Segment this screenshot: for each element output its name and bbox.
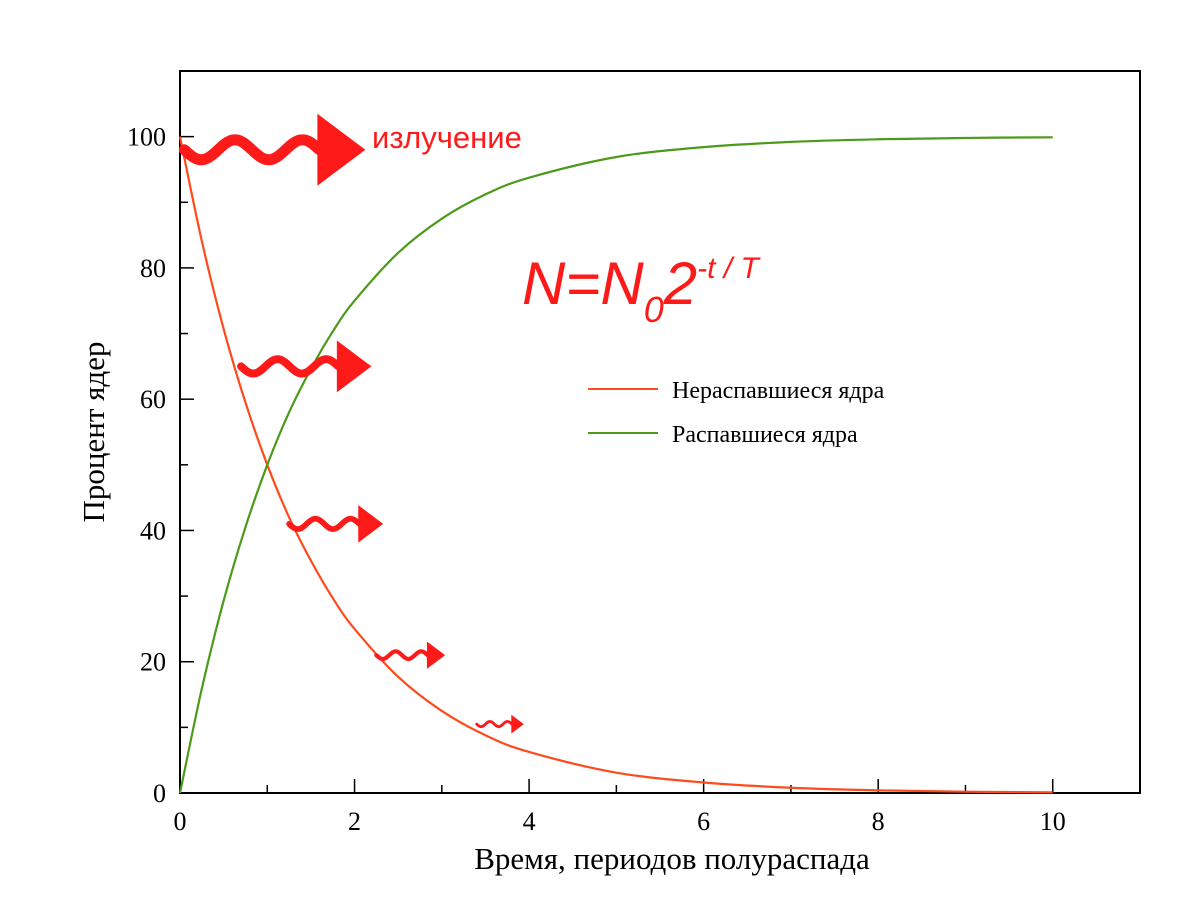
radiation-arrow-head-1 <box>336 340 372 393</box>
radiation-arrow-wave-4 <box>475 720 514 729</box>
formula-exponent: -t / T <box>697 252 761 285</box>
radiation-arrow-4 <box>475 714 524 734</box>
legend-label-decayed: Распавшиеся ядра <box>672 422 858 448</box>
y-tick-label-60: 60 <box>140 385 166 414</box>
x-tick-label-0: 0 <box>174 807 187 836</box>
radiation-arrow-wave-0 <box>178 134 325 166</box>
decay-formula: N=N02-t / T <box>522 250 761 330</box>
radiation-arrow-1 <box>237 340 372 393</box>
radiation-arrow-head-4 <box>511 714 524 734</box>
radiation-label: излучение <box>372 120 522 155</box>
radiation-arrow-0 <box>178 113 366 186</box>
plot-frame <box>179 70 1141 794</box>
radiation-arrow-head-0 <box>317 113 366 186</box>
x-tick-label-4: 4 <box>523 807 536 836</box>
x-tick-label-6: 6 <box>697 807 710 836</box>
y-axis-label: Процент ядер <box>76 342 111 523</box>
formula-two: 2 <box>663 250 697 317</box>
radiation-arrow-wave-1 <box>237 355 343 378</box>
x-tick-label-10: 10 <box>1040 807 1066 836</box>
radiation-arrow-3 <box>374 641 446 669</box>
formula-subscript: 0 <box>644 289 664 330</box>
y-tick-label-0: 0 <box>153 779 166 808</box>
legend-label-undecayed: Нераспавшиеся ядра <box>672 378 885 404</box>
series-layer <box>178 136 1053 794</box>
series-line-1 <box>178 136 1053 794</box>
radiation-arrow-wave-2 <box>286 515 363 532</box>
x-tick-label-8: 8 <box>872 807 885 836</box>
x-tick-label-2: 2 <box>348 807 361 836</box>
x-axis-label: Время, периодов полураспада <box>474 841 870 876</box>
y-tick-label-40: 40 <box>140 516 166 545</box>
axis-ticks <box>180 135 1054 793</box>
legend: Нераспавшиеся ядра Распавшиеся ядра <box>588 378 885 448</box>
plot-area <box>179 70 1141 794</box>
y-tick-label-80: 80 <box>140 254 166 283</box>
y-tick-label-20: 20 <box>140 648 166 677</box>
formula-base: N=N <box>522 250 644 317</box>
radiation-arrow-wave-3 <box>374 649 430 662</box>
radiation-arrow-head-2 <box>358 505 384 543</box>
radiation-arrows <box>178 113 524 734</box>
radiation-arrow-2 <box>286 505 384 543</box>
radiation-arrow-head-3 <box>426 641 446 669</box>
series-line-0 <box>178 136 1053 794</box>
y-tick-label-100: 100 <box>127 123 166 152</box>
